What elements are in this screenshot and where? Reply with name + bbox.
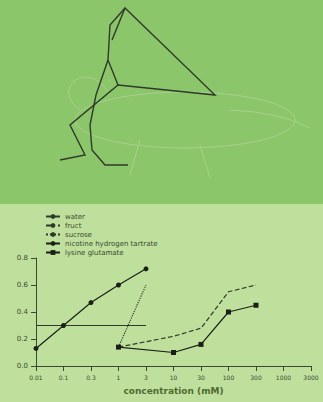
- svg-text:30: 30: [197, 374, 205, 381]
- svg-text:0.01: 0.01: [29, 374, 43, 381]
- svg-text:concentration (mM): concentration (mM): [123, 386, 223, 396]
- svg-text:300: 300: [250, 374, 262, 381]
- svg-text:nicotine hydrogen tartrate: nicotine hydrogen tartrate: [65, 240, 158, 248]
- svg-text:3000: 3000: [303, 374, 318, 381]
- svg-text:sucrose: sucrose: [65, 231, 92, 239]
- svg-text:0.1: 0.1: [59, 374, 69, 381]
- svg-text:10: 10: [170, 374, 178, 381]
- svg-text:0.8: 0.8: [17, 254, 28, 262]
- svg-text:lysine glutamate: lysine glutamate: [65, 249, 124, 257]
- svg-text:3: 3: [144, 374, 148, 381]
- svg-text:0.4: 0.4: [17, 308, 29, 316]
- svg-text:0.3: 0.3: [86, 374, 96, 381]
- svg-text:1000: 1000: [276, 374, 291, 381]
- svg-text:0.0: 0.0: [17, 362, 28, 370]
- svg-text:0.6: 0.6: [17, 281, 29, 289]
- svg-text:0.2: 0.2: [17, 335, 28, 343]
- svg-text:1: 1: [117, 374, 121, 381]
- svg-text:water: water: [65, 213, 85, 221]
- svg-text:fruct: fruct: [65, 222, 82, 230]
- svg-text:100: 100: [223, 374, 235, 381]
